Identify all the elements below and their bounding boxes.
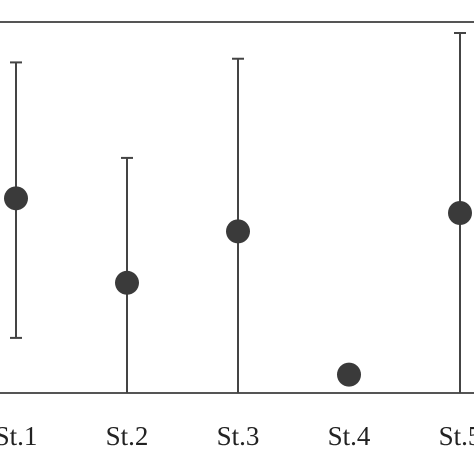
x-tick-label-2: St.2 (106, 421, 149, 451)
data-point-2 (115, 270, 139, 295)
data-point-3 (226, 219, 250, 244)
data-point-5 (448, 201, 472, 226)
x-tick-label-1: St.1 (0, 421, 37, 451)
data-marks (4, 32, 472, 393)
x-tick-labels: St.1 St.2 St.3 St.4 St.5 (0, 421, 474, 451)
x-tick-label-3: St.3 (217, 421, 260, 451)
x-tick-label-5: St.5 (439, 421, 474, 451)
data-point-4 (337, 362, 361, 387)
x-tick-label-4: St.4 (328, 421, 371, 451)
data-point-1 (4, 186, 28, 211)
